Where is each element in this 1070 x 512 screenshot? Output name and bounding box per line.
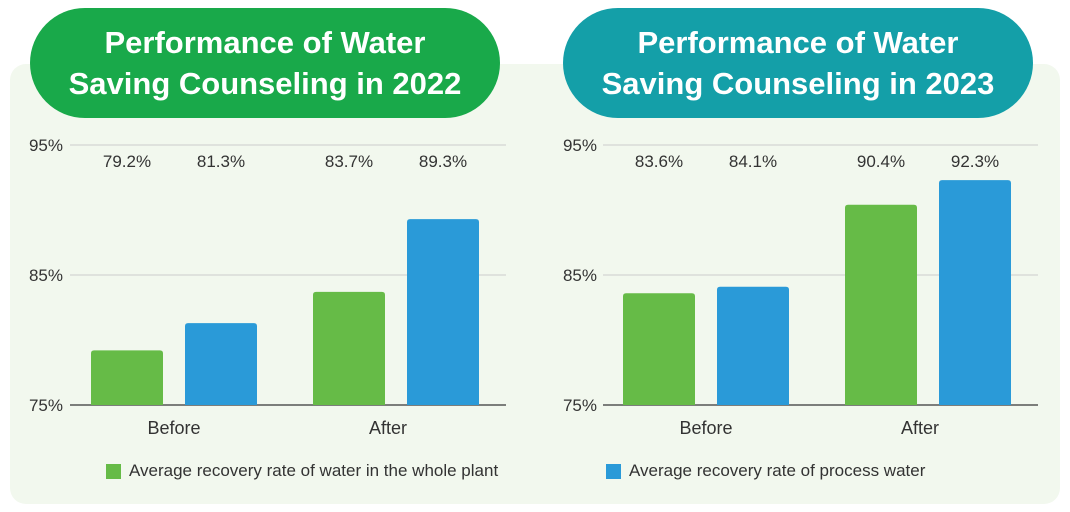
chart-2023-bar-after-series1 [845,204,917,405]
legend-label-process-water: Average recovery rate of process water [629,461,926,480]
chart-title-2023-line1: Performance of Water [637,25,959,60]
chart-title-2023-line2: Saving Counseling in 2023 [601,66,995,101]
chart-2023-data-label: 84.1% [729,152,777,171]
chart-2022-data-label: 81.3% [197,152,245,171]
chart-2023-y-tick-label: 85% [563,266,597,285]
chart-2022-y-tick-label: 75% [29,396,63,415]
chart-2022-bar-before-series1 [91,350,163,405]
legend-swatch-process-water [606,463,621,479]
chart-2022-bar-before-series2 [185,323,257,405]
legend-item-whole-plant: Average recovery rate of water in the wh… [106,461,498,481]
chart-2023-x-tick-label: After [901,418,939,438]
chart-2022-data-label: 83.7% [325,152,373,171]
chart-2023-data-label: 83.6% [635,152,683,171]
chart-2023-data-label: 90.4% [857,152,905,171]
chart-2022-bar-after-series2 [407,219,479,405]
chart-2023-y-tick-label: 75% [563,396,597,415]
chart-2023-bar-before-series2 [717,286,789,405]
chart-title-2022-line2: Saving Counseling in 2022 [68,66,462,101]
chart-title-2023: Performance of Water Saving Counseling i… [563,8,1033,118]
chart-2022-x-tick-label: Before [147,418,200,438]
legend-swatch-whole-plant [106,463,121,479]
chart-2022-y-tick-label: 95% [29,136,63,155]
chart-2023-bar-after-series2 [939,180,1011,405]
legend-item-process-water: Average recovery rate of process water [606,461,925,481]
chart-2023-y-tick-label: 95% [563,136,597,155]
legend-label-whole-plant: Average recovery rate of water in the wh… [129,461,499,480]
chart-2022-bar-after-series1 [313,291,385,405]
chart-2022-data-label: 89.3% [419,152,467,171]
chart-2023-data-label: 92.3% [951,152,999,171]
chart-title-2022-line1: Performance of Water [104,25,426,60]
chart-2022-x-tick-label: After [369,418,407,438]
chart-title-2022: Performance of Water Saving Counseling i… [30,8,500,118]
chart-2023-bar-before-series1 [623,293,695,405]
chart-2023-x-tick-label: Before [679,418,732,438]
chart-2022-y-tick-label: 85% [29,266,63,285]
chart-2022-data-label: 79.2% [103,152,151,171]
